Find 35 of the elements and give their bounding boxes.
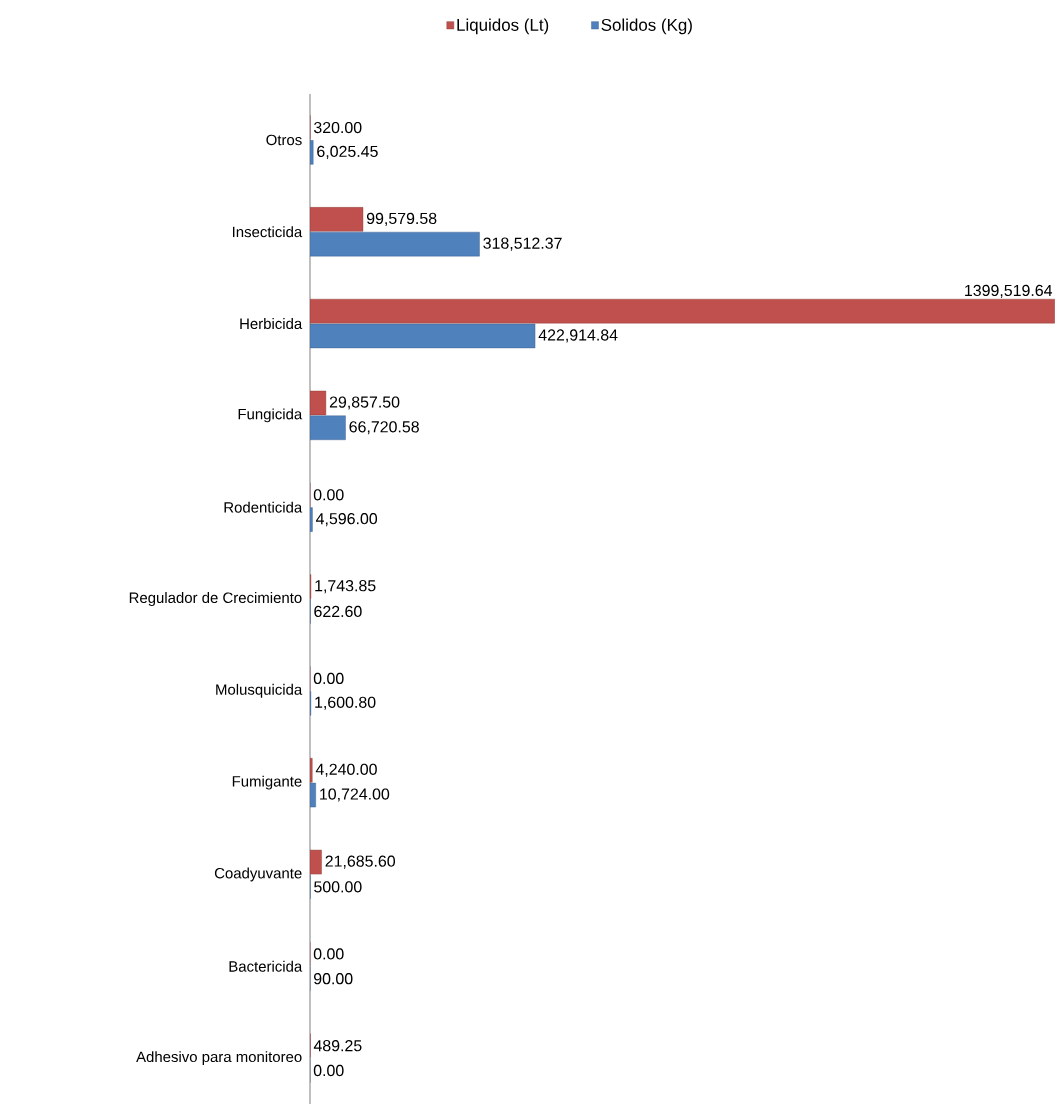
y-tick-label: Herbicida <box>240 318 303 330</box>
data-label: 4,596.00 <box>316 513 378 527</box>
y-tick-label: Regulador de Crecimiento <box>129 592 302 606</box>
y-tick-label: Fumigante <box>232 775 302 790</box>
y-tick-label: Fungicida <box>238 408 303 423</box>
data-label: 66,720.58 <box>349 421 419 435</box>
data-label: 422,914.84 <box>538 329 618 343</box>
data-label: 318,512.37 <box>483 237 562 251</box>
data-label: 90.00 <box>314 973 353 985</box>
data-label: 0.00 <box>313 489 344 501</box>
legend-label: Solidos (Kg) <box>601 18 692 35</box>
y-tick-label: Molusquicida <box>216 683 303 698</box>
data-label: 21,685.60 <box>325 855 396 869</box>
data-label: 1,743.85 <box>315 580 376 594</box>
data-label: 10,724.00 <box>320 788 390 802</box>
data-label: 1399,519.64 <box>965 284 1053 298</box>
data-label: 622.60 <box>314 605 362 618</box>
data-label: 0.00 <box>313 672 344 685</box>
y-tick-label: Coadyuvante <box>214 867 302 882</box>
data-label: 4,240.00 <box>315 763 377 777</box>
data-label: 29,857.50 <box>329 396 400 410</box>
legend-label: Liquidos (Lt) <box>457 18 549 35</box>
y-tick-label: Adhesivo para monitoreo <box>136 1051 302 1066</box>
data-label: 320.00 <box>313 121 362 134</box>
data-label: 99,579.58 <box>366 212 437 226</box>
y-tick-label: Rodenticida <box>224 501 303 513</box>
data-label: 1,600.80 <box>315 696 376 710</box>
y-tick-label: Otros <box>266 134 302 146</box>
y-tick-label: Bactericida <box>229 960 303 972</box>
data-label: 0.00 <box>313 948 344 960</box>
data-label: 6,025.45 <box>317 145 378 159</box>
data-label: 489.25 <box>313 1040 362 1052</box>
y-tick-label: Insecticida <box>233 226 303 238</box>
data-label: 0.00 <box>313 1064 344 1077</box>
data-label: 500.00 <box>314 881 362 893</box>
